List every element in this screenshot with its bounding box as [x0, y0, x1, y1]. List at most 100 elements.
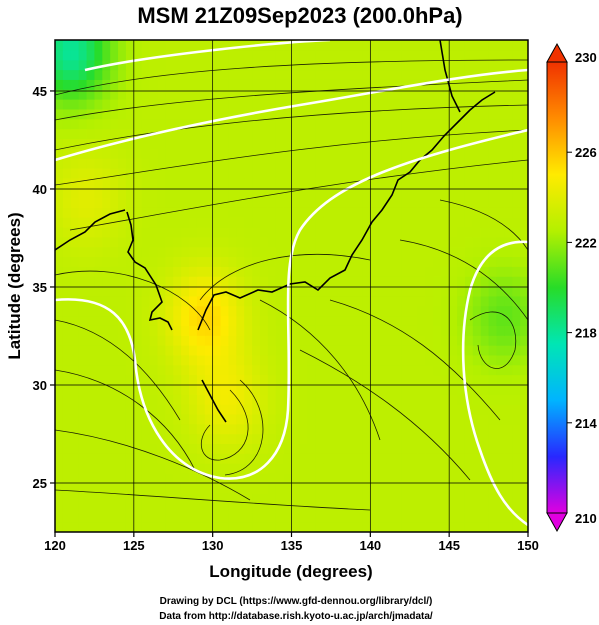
field-cell	[70, 472, 80, 484]
field-cell	[370, 286, 379, 297]
field-cell	[118, 374, 127, 385]
field-cell	[409, 276, 419, 287]
field-cell	[275, 49, 285, 61]
field-cell	[173, 413, 182, 425]
field-cell	[86, 404, 96, 415]
field-cell	[173, 364, 182, 376]
field-cell	[149, 138, 159, 149]
field-cell	[283, 79, 293, 90]
field-cell	[133, 443, 143, 454]
field-cell	[267, 266, 277, 277]
field-cell	[125, 266, 135, 277]
field-cell	[464, 374, 474, 385]
field-cell	[244, 197, 253, 208]
field-cell	[425, 99, 434, 110]
field-cell	[165, 246, 174, 258]
field-cell	[496, 89, 505, 100]
field-cell	[323, 158, 332, 169]
field-cell	[110, 305, 119, 317]
field-cell	[401, 128, 411, 139]
field-cell	[433, 246, 442, 258]
field-cell	[228, 207, 237, 218]
field-cell	[441, 148, 450, 159]
field-cell	[472, 364, 482, 376]
field-cell	[259, 394, 269, 405]
field-cell	[330, 236, 340, 248]
field-cell	[165, 79, 174, 90]
field-cell	[472, 158, 482, 169]
field-cell	[62, 286, 72, 297]
field-cell	[189, 167, 198, 179]
field-cell	[401, 384, 411, 395]
field-cell	[228, 492, 237, 504]
field-cell	[409, 423, 419, 435]
field-cell	[110, 335, 119, 346]
field-cell	[386, 404, 395, 415]
field-cell	[228, 325, 237, 336]
field-cell	[252, 295, 261, 307]
field-cell	[299, 374, 308, 385]
field-cell	[425, 226, 434, 238]
field-cell	[94, 197, 103, 208]
field-cell	[449, 276, 458, 287]
field-cell	[149, 374, 159, 385]
field-cell	[236, 99, 245, 110]
field-cell	[236, 295, 245, 307]
field-cell	[204, 59, 214, 71]
field-cell	[441, 158, 450, 169]
field-cell	[504, 374, 513, 385]
field-cell	[252, 49, 261, 61]
field-cell	[464, 79, 474, 90]
field-cell	[409, 118, 419, 130]
field-cell	[417, 158, 427, 169]
field-cell	[86, 40, 96, 51]
field-cell	[125, 177, 135, 189]
field-cell	[323, 187, 332, 199]
field-cell	[323, 335, 332, 346]
field-cell	[409, 472, 419, 484]
field-cell	[173, 276, 182, 287]
field-cell	[441, 99, 450, 110]
field-cell	[62, 482, 72, 494]
field-cell	[480, 472, 490, 484]
field-cell	[504, 187, 513, 199]
field-cell	[110, 148, 119, 159]
isotherm-contour	[55, 128, 528, 480]
field-cell	[323, 246, 332, 258]
field-cell	[244, 177, 253, 189]
field-cell	[520, 118, 528, 130]
field-cell	[338, 286, 348, 297]
field-cell	[173, 384, 182, 395]
field-cell	[157, 246, 166, 258]
field-cell	[354, 315, 364, 326]
field-cell	[346, 522, 356, 532]
field-cell	[102, 354, 111, 366]
field-cell	[212, 413, 222, 425]
field-cell	[386, 108, 395, 120]
field-cell	[441, 423, 450, 435]
field-cell	[401, 167, 411, 179]
field-cell	[433, 502, 442, 513]
field-cell	[157, 108, 166, 120]
field-cell	[110, 453, 119, 464]
field-cell	[449, 335, 458, 346]
field-cell	[125, 443, 135, 454]
field-cell	[94, 59, 103, 71]
field-cell	[378, 423, 387, 435]
field-cell	[307, 118, 316, 130]
field-cell	[378, 236, 387, 248]
field-cell	[504, 40, 513, 51]
field-cell	[457, 305, 466, 317]
field-cell	[102, 236, 111, 248]
field-cell	[354, 118, 364, 130]
field-cell	[267, 433, 277, 445]
field-cell	[496, 49, 505, 61]
field-cell	[94, 354, 103, 366]
field-cell	[362, 482, 371, 494]
field-cell	[173, 99, 182, 110]
field-cell	[157, 325, 166, 336]
field-cell	[165, 177, 174, 189]
field-cell	[362, 305, 371, 317]
field-cell	[346, 315, 356, 326]
isotherm-contour	[461, 240, 528, 527]
